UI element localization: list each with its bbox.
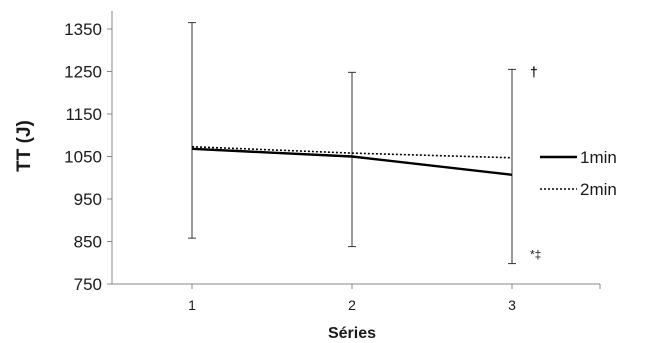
y-tick-label: 850 <box>74 233 102 252</box>
x-tick-label: 3 <box>508 297 516 313</box>
y-tick-label: 950 <box>74 190 102 209</box>
y-tick-label: 1050 <box>64 148 102 167</box>
y-tick-label: 1250 <box>64 63 102 82</box>
x-axis-label: Séries <box>328 325 376 342</box>
y-tick-label: 1350 <box>64 20 102 39</box>
x-tick-label: 1 <box>188 297 196 313</box>
annotation-mark: † <box>530 63 538 79</box>
series-line-1min <box>191 147 513 176</box>
x-axis: 1 2 3 <box>112 283 601 313</box>
annotations: † *‡ <box>530 63 541 261</box>
series-lines <box>191 145 513 176</box>
y-axis: 750 850 950 1050 1150 1250 1350 <box>64 11 113 294</box>
legend-label-2min: 2min <box>580 180 617 199</box>
error-bars <box>188 22 516 265</box>
annotation-mark: *‡ <box>530 248 541 262</box>
series-line-2min <box>191 145 513 159</box>
y-tick-label: 1150 <box>65 105 102 124</box>
legend-label-1min: 1min <box>580 148 617 167</box>
legend: 1min 2min <box>540 148 617 199</box>
y-tick-label: 750 <box>74 275 102 294</box>
y-axis-label: TT (J) <box>14 120 35 172</box>
x-tick-label: 2 <box>348 297 356 313</box>
